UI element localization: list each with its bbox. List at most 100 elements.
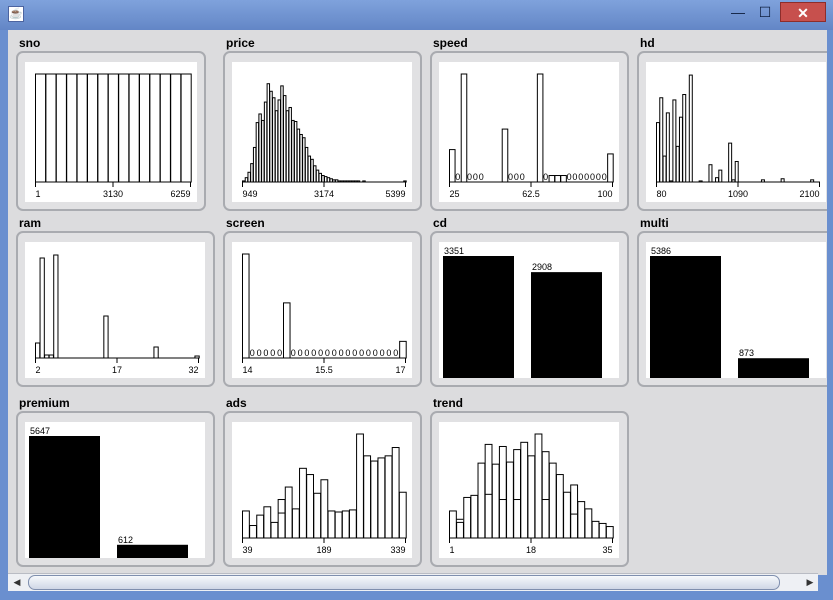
- plot-svg-ram: 2 17 32: [35, 254, 200, 375]
- x-tick-label: 80: [657, 189, 667, 199]
- zero-count-label: 0: [304, 348, 309, 358]
- histogram-bar: [377, 457, 386, 539]
- histogram-bar: [247, 171, 251, 183]
- histogram-bar: [520, 441, 529, 539]
- histogram-bar: [285, 110, 290, 183]
- histogram-bar: [598, 522, 607, 539]
- zero-count-label: 0: [311, 348, 316, 358]
- histogram-bar: [541, 451, 550, 539]
- histogram-bar: [491, 463, 500, 539]
- zero-count-label: 0: [514, 172, 519, 182]
- plot-title-cd: cd: [433, 216, 448, 230]
- histogram-bar: [283, 302, 291, 359]
- x-tick-label: 339: [390, 545, 405, 555]
- histogram-bar: [536, 73, 544, 183]
- histogram-bar: [87, 73, 99, 183]
- bar-value-label: 873: [739, 348, 754, 358]
- histogram-bar: [321, 175, 325, 183]
- histogram-bar: [313, 492, 322, 539]
- histogram-bar: [277, 99, 281, 183]
- histogram-bar: [563, 491, 571, 539]
- histogram-bar: [277, 499, 286, 539]
- scroll-left-arrow-icon[interactable]: ◀: [13, 577, 21, 587]
- zero-count-label: 0: [578, 172, 583, 182]
- x-tick-label: 14: [243, 365, 253, 375]
- scroll-right-arrow-icon[interactable]: ▶: [806, 577, 814, 587]
- histogram-bar: [456, 521, 464, 539]
- plot-svg-cd: 3351 2908: [443, 246, 602, 378]
- scroll-thumb[interactable]: [28, 575, 780, 590]
- barchart-premium: 5647 612: [25, 422, 205, 558]
- histogram-speed: 0 0 0 0 0 0 0 0 0 0 0 0 0 0 0 25 62.5 100: [439, 62, 619, 202]
- zero-count-label: 0: [332, 348, 337, 358]
- plot-title-screen: screen: [226, 216, 265, 230]
- histogram-bar: [348, 509, 357, 539]
- histogram-trend: 1 18 35: [439, 422, 619, 558]
- histogram-bar: [449, 149, 456, 183]
- histogram-sno: 1 3130 6259: [25, 62, 197, 202]
- histogram-bar: [324, 176, 328, 183]
- plot-svg-screen: 0 0 0 0 0 0 0 0 0 0 0 0 0 0 0 0 0 0 0 0 014 15.5 17: [242, 253, 407, 375]
- histogram-bar: [45, 73, 57, 183]
- x-tick-label: 32: [188, 365, 198, 375]
- histogram-bar: [675, 145, 680, 183]
- plot-svg-speed: 0 0 0 0 0 0 0 0 0 0 0 0 0 0 025 62.5 100: [449, 73, 614, 199]
- close-button[interactable]: ✕: [780, 2, 826, 22]
- histogram-bar: [103, 315, 109, 359]
- x-tick-label: 949: [243, 189, 258, 199]
- zero-count-label: 0: [257, 348, 262, 358]
- zero-count-label: 0: [455, 172, 460, 182]
- plot-title-ads: ads: [226, 396, 247, 410]
- histogram-bar: [555, 474, 564, 539]
- zero-count-label: 0: [366, 348, 371, 358]
- horizontal-scrollbar[interactable]: ◀ ▶: [8, 573, 818, 591]
- histogram-bar: [249, 525, 257, 539]
- histogram-bar: [320, 479, 329, 539]
- histogram-bar: [591, 520, 600, 539]
- histogram-bar: [288, 106, 292, 183]
- histogram-bar: [250, 163, 254, 183]
- bar: [117, 544, 188, 558]
- plot-title-premium: premium: [19, 396, 70, 410]
- zero-count-label: 0: [380, 348, 385, 358]
- histogram-bar: [76, 73, 88, 183]
- bar: [443, 256, 514, 378]
- minimize-button[interactable]: —: [731, 4, 745, 20]
- plot-title-trend: trend: [433, 396, 463, 410]
- histogram-bar: [35, 73, 47, 183]
- x-tick-label: 1: [36, 189, 41, 199]
- histogram-bar: [470, 494, 479, 539]
- histogram-bar: [39, 257, 45, 359]
- histogram-bar: [35, 342, 41, 359]
- zero-count-label: 0: [479, 172, 484, 182]
- x-tick-label: 35: [602, 545, 612, 555]
- histogram-bar: [662, 155, 667, 183]
- histogram-bar: [291, 119, 295, 183]
- x-tick-label: 15.5: [315, 365, 333, 375]
- plot-title-price: price: [226, 36, 255, 50]
- histogram-bar: [688, 74, 693, 183]
- bar: [29, 436, 100, 558]
- histogram-bar: [463, 496, 472, 539]
- histogram-bar: [728, 142, 733, 183]
- zero-count-label: 0: [270, 348, 275, 358]
- plot-svg-sno: 1 3130 6259: [35, 73, 192, 199]
- x-tick-label: 100: [597, 189, 612, 199]
- x-tick-label: 62.5: [522, 189, 540, 199]
- histogram-bar: [460, 73, 468, 183]
- plot-svg-price: 949 3174 5399: [242, 83, 407, 199]
- x-tick-label: 3130: [103, 189, 123, 199]
- zero-count-label: 0: [250, 348, 255, 358]
- bar: [738, 358, 809, 378]
- histogram-bar: [296, 128, 301, 183]
- plot-svg-multi: 5386 873: [650, 246, 809, 378]
- x-tick-label: 2100: [799, 189, 819, 199]
- histogram-hd: 80 1090 2100: [646, 62, 826, 202]
- histogram-bar: [477, 462, 486, 539]
- zero-count-label: 0: [543, 172, 548, 182]
- histogram-bar: [304, 146, 309, 183]
- histogram-bar: [506, 461, 514, 539]
- maximize-button[interactable]: ☐: [758, 4, 772, 20]
- histogram-bar: [307, 155, 312, 183]
